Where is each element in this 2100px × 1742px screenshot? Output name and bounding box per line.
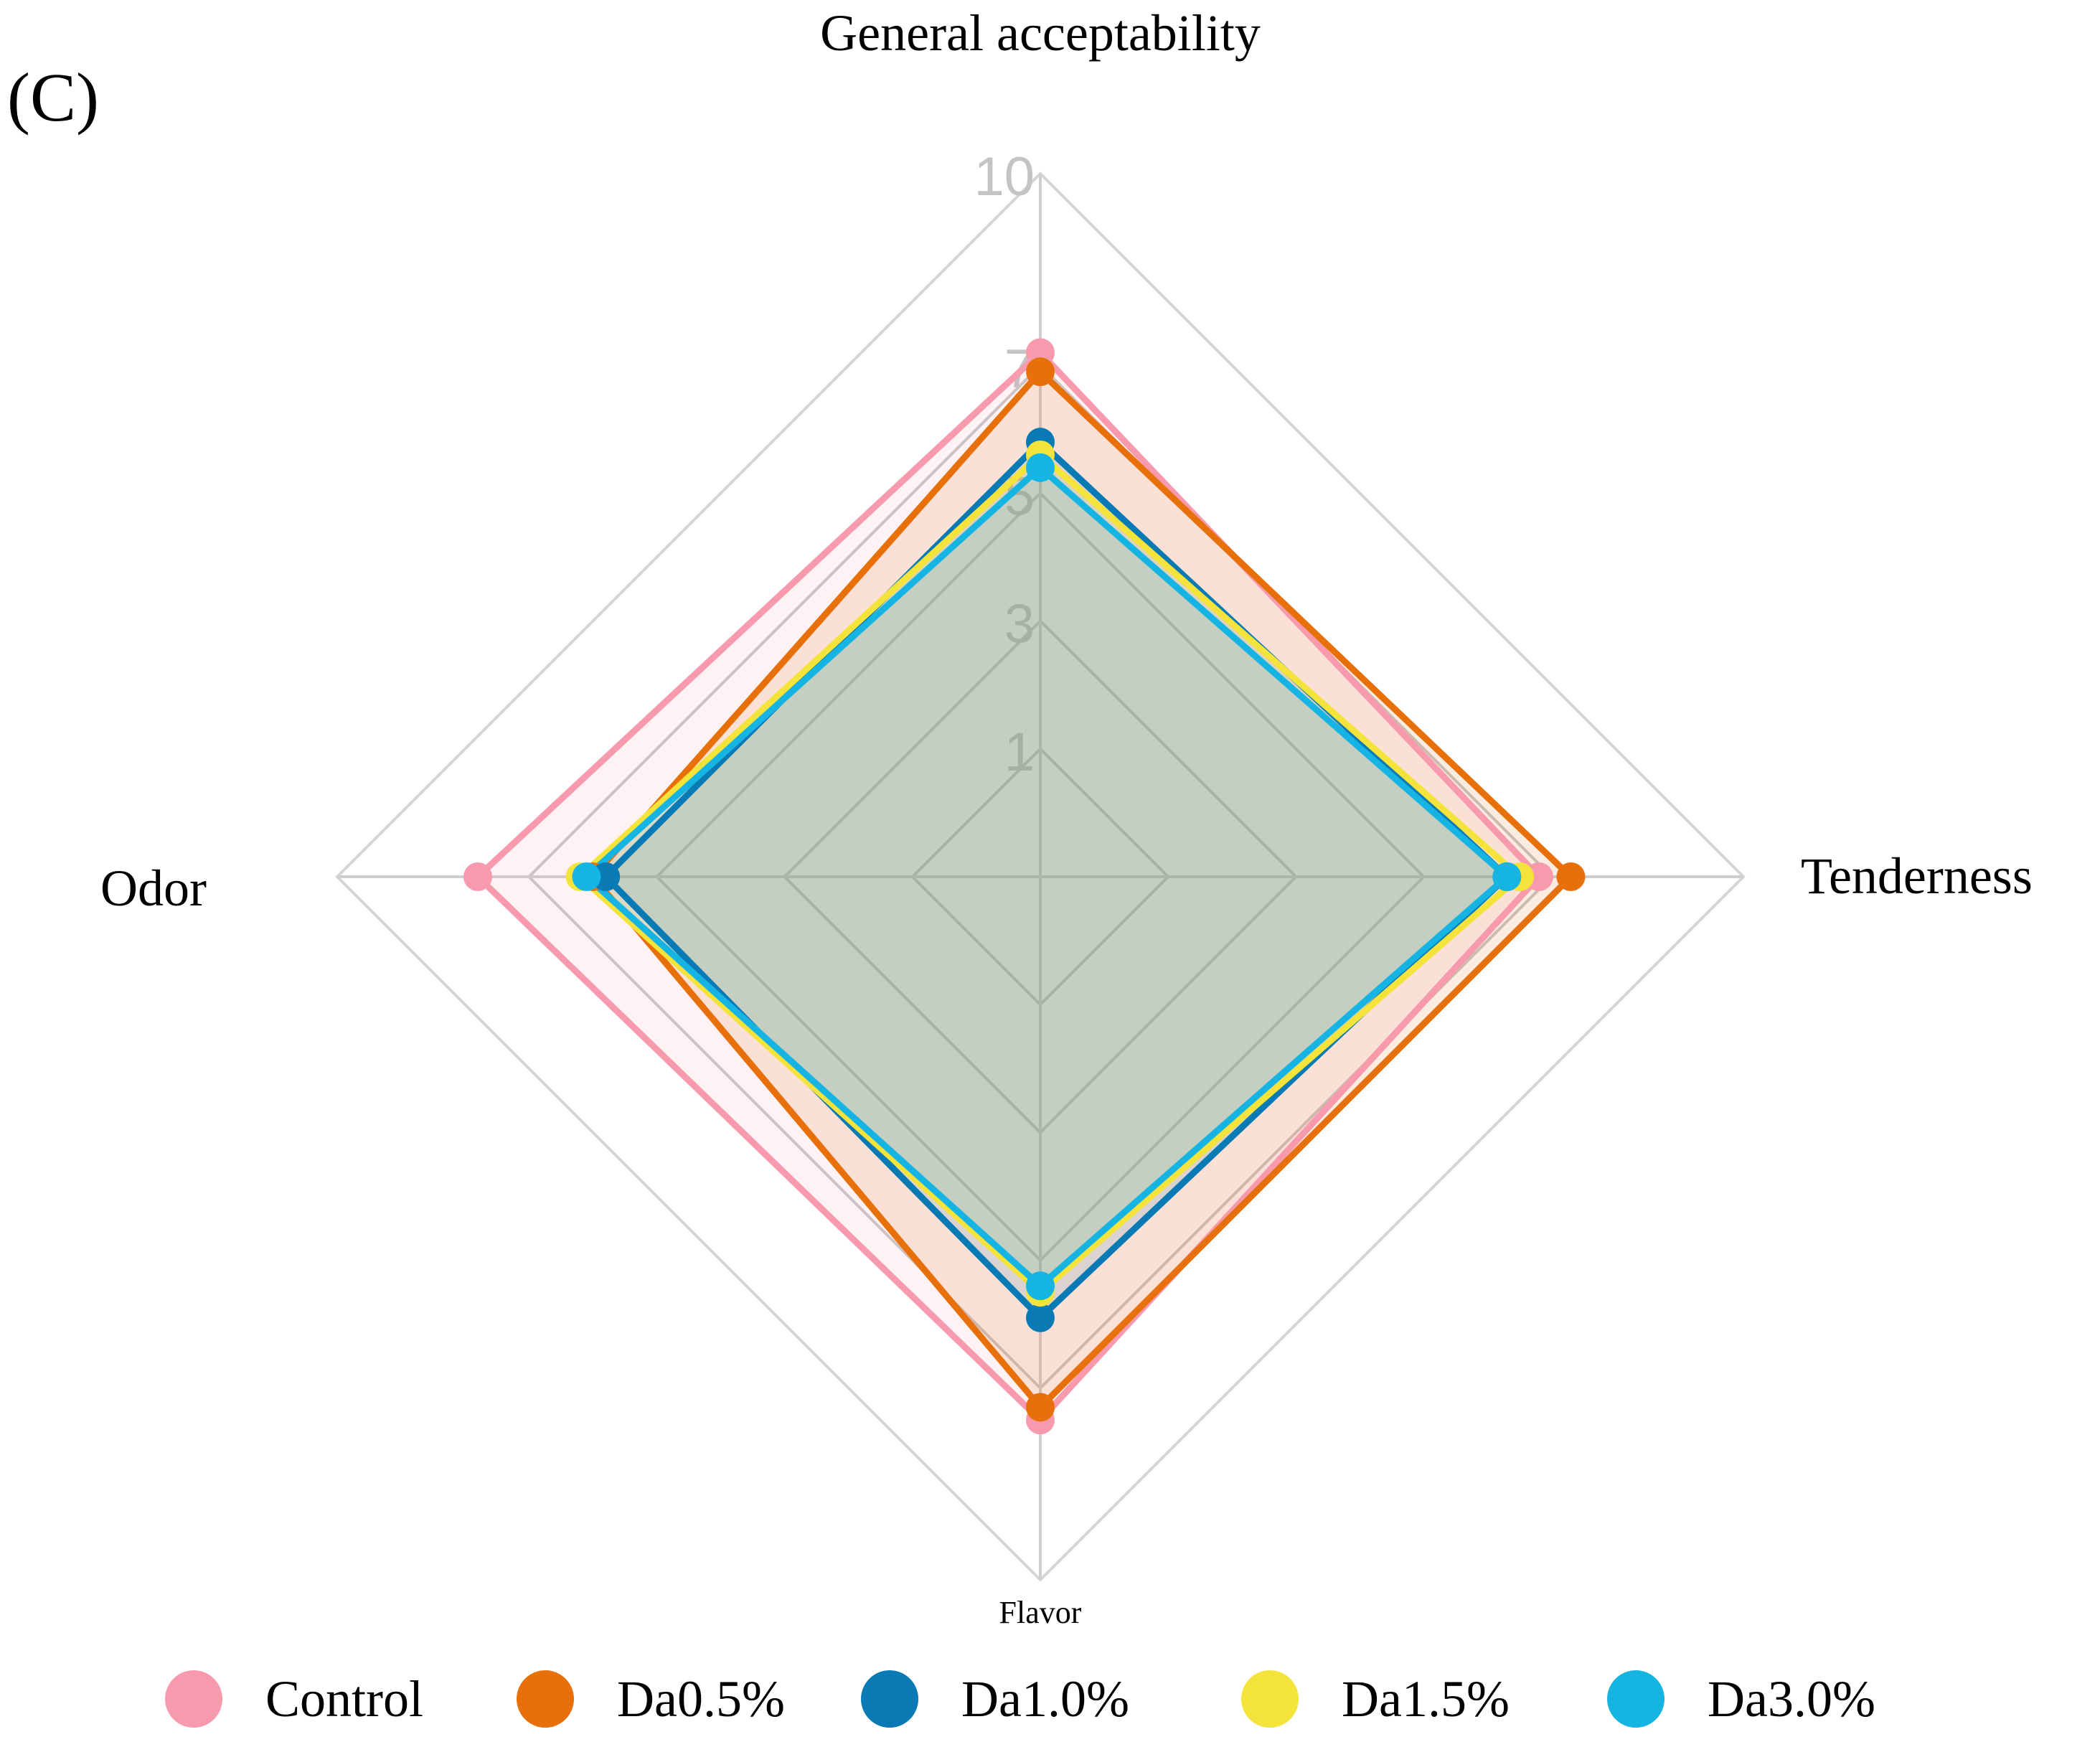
legend-item-da0-5: Da0.5% (517, 1670, 785, 1728)
legend: Control Da0.5% Da1.0% Da1.5% Da3.0% (165, 1670, 1875, 1728)
legend-marker-control (165, 1670, 222, 1728)
axis-label-flavor: Flavor (999, 1595, 1082, 1630)
legend-label-da1-5: Da1.5% (1342, 1670, 1510, 1728)
legend-item-da3-0: Da3.0% (1607, 1670, 1875, 1728)
point-da0-5-tenderness (1556, 862, 1586, 891)
point-control-odor (463, 862, 492, 891)
axis-label-general-acceptability: General acceptability (820, 4, 1261, 62)
series-areas (478, 352, 1571, 1421)
legend-marker-da1-0 (861, 1670, 918, 1728)
point-da3-0-tenderness (1492, 862, 1522, 891)
axis-label-odor: Odor (100, 860, 207, 917)
point-da3-0-flavor (1026, 1271, 1055, 1301)
tick-label: 10 (974, 146, 1035, 207)
legend-label-da3-0: Da3.0% (1708, 1670, 1875, 1728)
series-area-da0-5 (593, 372, 1571, 1408)
series-area-da3-0 (586, 467, 1507, 1286)
series-area-control (478, 352, 1539, 1421)
point-da0-5-general-acceptability (1026, 357, 1055, 387)
legend-item-da1-0: Da1.0% (861, 1670, 1129, 1728)
tick-label: 1 (1004, 722, 1035, 783)
point-da1-0-flavor (1026, 1303, 1055, 1332)
legend-label-control: Control (265, 1670, 423, 1728)
panel-label: (C) (7, 59, 99, 136)
legend-label-da0-5: Da0.5% (617, 1670, 785, 1728)
point-da0-5-flavor (1026, 1393, 1055, 1422)
series-points (463, 338, 1586, 1435)
radar-spokes (337, 174, 1743, 1580)
legend-item-da1-5: Da1.5% (1241, 1670, 1510, 1728)
point-da3-0-general-acceptability (1026, 453, 1055, 482)
axis-label-tenderness: Tenderness (1801, 847, 2033, 905)
legend-marker-da0-5 (517, 1670, 574, 1728)
legend-label-da1-0: Da1.0% (961, 1670, 1129, 1728)
legend-marker-da3-0 (1607, 1670, 1665, 1728)
legend-marker-da1-5 (1241, 1670, 1299, 1728)
point-da3-0-odor (572, 862, 601, 891)
legend-item-control: Control (165, 1670, 423, 1728)
tick-label: 3 (1004, 594, 1035, 655)
